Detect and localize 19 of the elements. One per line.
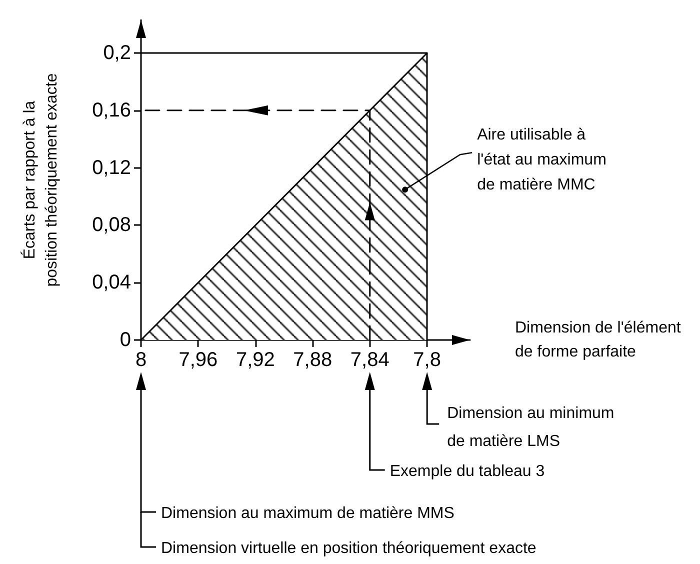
y-tick-label: 0,12: [92, 156, 131, 179]
y-tick-label: 0,08: [92, 214, 131, 236]
x-tick-label: 7,8: [413, 349, 441, 371]
text: Dimension virtuelle en position théoriquement exacte: [161, 540, 536, 557]
y-tick-label: 0,2: [103, 42, 131, 64]
text: Dimension au minimum de matière LMS: [447, 405, 614, 450]
y-axis-title: Écarts par rapport à la position théoriquement exacte: [20, 73, 60, 287]
x-tick-label: 7,88: [293, 349, 332, 371]
text: Aire utilisable à l'état au maximum de matière MMC: [477, 126, 606, 194]
y-tick-label: 0,04: [92, 272, 131, 294]
x-tick-label: 7,92: [236, 349, 275, 371]
x-axis-title: Dimension de l'élément de forme parfaite: [515, 320, 682, 360]
text: Dimension au maximum de matière MMS: [161, 505, 454, 522]
text: Exemple du tableau 3: [390, 463, 545, 480]
x-tick-label: 8: [135, 349, 147, 371]
x-tick-label: 7,96: [178, 349, 218, 371]
x-tick-label: 7,84: [350, 349, 390, 371]
y-tick-label: 0: [120, 329, 131, 351]
y-tick-label: 0,16: [92, 99, 131, 122]
